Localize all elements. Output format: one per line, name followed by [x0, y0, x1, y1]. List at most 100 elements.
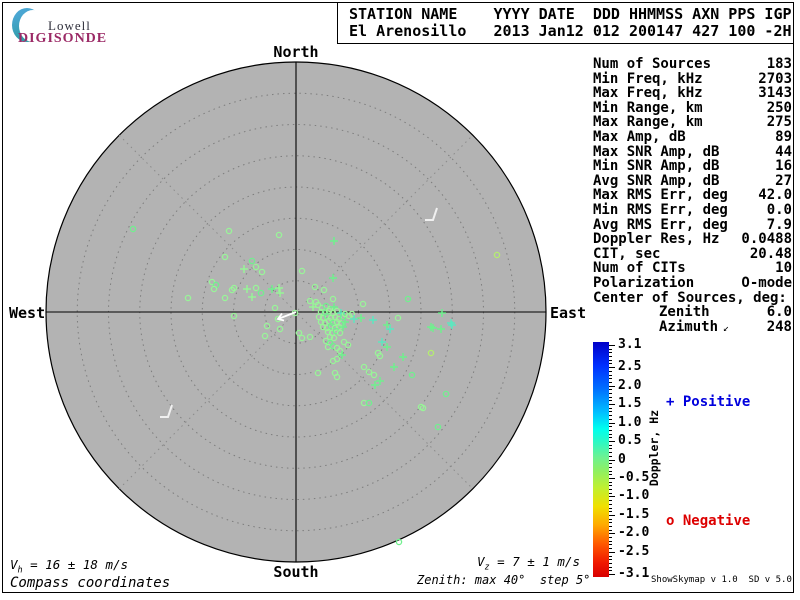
colorbar-minor-tick — [609, 544, 612, 546]
colorbar-major-tick — [609, 441, 615, 443]
source-point-negative — [275, 231, 283, 239]
source-point-negative — [221, 253, 229, 261]
source-point-positive — [390, 363, 398, 371]
source-point-negative — [348, 310, 356, 318]
white-tick-mark — [160, 404, 173, 418]
azimuth-direction-arrow-icon: ↙ — [723, 322, 730, 334]
stat-value: 0.0488 — [741, 231, 792, 248]
source-point-negative — [365, 368, 373, 376]
colorbar-minor-tick — [609, 548, 612, 550]
header-divider-vertical — [337, 3, 338, 43]
colorbar-minor-tick — [609, 455, 612, 457]
doppler-colorbar-scale: 3.1 2.5 2.0 1.5 1.0 0.5 0 -0.5 -1.0 -1.5 -2.0 -2.5 -… — [609, 338, 669, 581]
source-point-positive — [330, 237, 338, 245]
stat-value: 250 — [766, 99, 792, 116]
stat-value: 183 — [766, 56, 792, 72]
colorbar-tick-label: 1.0 — [618, 414, 642, 430]
header-divider-horizontal — [337, 43, 793, 44]
colorbar-major-tick — [609, 367, 615, 369]
source-point-negative — [129, 225, 137, 233]
source-point-negative — [320, 286, 328, 294]
doppler-colorbar — [593, 342, 609, 577]
stat-row: Doppler Res, Hz 0.0488 — [593, 232, 792, 247]
stat-row: Center of Sources, deg: — [593, 290, 792, 306]
source-point-negative — [221, 294, 229, 302]
stat-label: Doppler Res, Hz — [593, 231, 720, 248]
colorbar-tick-label: -3.1 — [618, 565, 650, 581]
colorbar-minor-tick — [609, 562, 612, 564]
image-border-frame — [2, 2, 794, 593]
colorbar-minor-tick — [609, 407, 612, 409]
logo-digisonde-text: DIGISONDE — [18, 31, 108, 46]
source-point-negative — [370, 371, 378, 379]
colorbar-minor-tick — [609, 489, 612, 491]
colorbar-major-tick — [609, 404, 615, 406]
compass-label-east: East — [550, 304, 587, 322]
source-point-positive — [378, 338, 386, 346]
stat-value: 44 — [775, 143, 792, 160]
colorbar-minor-tick — [609, 396, 612, 398]
source-point-negative — [442, 390, 450, 398]
source-point-positive — [338, 351, 346, 359]
plus-symbol-icon: + — [666, 394, 675, 410]
source-point-negative — [329, 295, 337, 303]
colorbar-minor-tick — [609, 466, 612, 468]
stat-value: 89 — [775, 128, 792, 145]
zenith-scale-note: Zenith: max 40° step 5° — [417, 573, 591, 587]
colorbar-minor-tick — [609, 348, 612, 350]
compass-label-south: South — [273, 563, 319, 581]
colorbar-tick-label: -1.5 — [618, 506, 650, 522]
source-point-positive — [276, 289, 284, 297]
colorbar-minor-tick — [609, 559, 612, 561]
source-point-negative — [306, 297, 314, 305]
stat-row: Azimuth ↙ 248 — [593, 320, 792, 335]
source-point-negative — [360, 363, 368, 371]
stat-label: Max SNR Amp, dB — [593, 143, 720, 160]
colorbar-minor-tick — [609, 437, 612, 439]
stat-value: 16 — [775, 158, 792, 175]
colorbar-axis-title: Doppler, Hz — [647, 409, 661, 487]
source-point-negative — [329, 357, 337, 365]
header-column-titles: STATION NAME YYYY DATE DDD HHMMSS AXN PP… — [349, 5, 792, 23]
source-point-positive — [371, 381, 379, 389]
skymap-polar-plot — [45, 61, 547, 563]
colorbar-major-tick — [609, 551, 615, 553]
colorbar-minor-tick — [609, 418, 612, 420]
drift-direction-arrowhead — [276, 312, 285, 322]
source-point-negative — [230, 284, 238, 292]
station-header: STATION NAME YYYY DATE DDD HHMMSS AXN PP… — [349, 6, 792, 40]
drift-direction-arrow — [277, 311, 297, 320]
vz-value: = 7 ± 1 m/s — [489, 554, 580, 569]
colorbar-tick-label: 3.1 — [618, 336, 642, 352]
colorbar-minor-tick — [609, 356, 612, 358]
colorbar-minor-tick — [609, 555, 612, 557]
source-point-negative — [434, 423, 442, 431]
colorbar-minor-tick — [609, 433, 612, 435]
colorbar-minor-tick — [609, 474, 612, 476]
colorbar-minor-tick — [609, 500, 612, 502]
source-point-negative — [248, 257, 256, 265]
legend-negative: o Negative — [666, 513, 750, 529]
stat-row: Max Freq, kHz 3143 — [593, 86, 792, 101]
colorbar-major-tick — [609, 477, 615, 479]
colorbar-minor-tick — [609, 537, 612, 539]
stat-value: 10 — [775, 260, 792, 277]
white-tick-mark — [425, 207, 438, 221]
source-point-negative — [230, 312, 238, 320]
source-point-negative — [311, 283, 319, 291]
colorbar-minor-tick — [609, 415, 612, 417]
stat-value: 27 — [775, 172, 792, 189]
stat-label: Azimuth ↙ — [659, 318, 730, 335]
source-point-negative — [408, 371, 416, 379]
stat-label: Avg SNR Amp, dB — [593, 172, 720, 189]
source-point-negative — [314, 301, 322, 309]
legend-positive-label: Positive — [682, 394, 751, 410]
source-point-positive — [448, 321, 456, 329]
stat-label: Avg RMS Err, deg — [593, 216, 728, 233]
source-point-negative — [271, 304, 279, 312]
source-point-positive — [243, 285, 251, 293]
stat-value: 42.0 — [758, 187, 792, 204]
vh-value: = 16 ± 18 m/s — [22, 557, 129, 572]
source-point-negative — [376, 352, 384, 360]
stat-label: Num of Sources — [593, 56, 712, 72]
